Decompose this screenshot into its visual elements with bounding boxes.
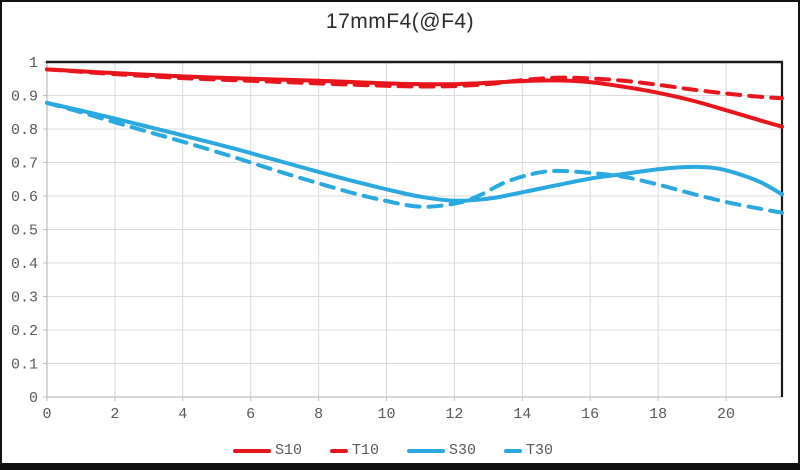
series-line-t30: [45, 100, 784, 215]
chart-legend: S10 T10 S30 T30: [2, 442, 798, 459]
y-tick-label: 0.9: [11, 89, 38, 106]
legend-item-t10: T10: [329, 442, 393, 459]
x-tick-label: 2: [110, 406, 119, 423]
x-tick-label: 10: [377, 406, 395, 423]
y-tick-label: 0.1: [11, 357, 38, 374]
x-tick-label: 14: [513, 406, 531, 423]
y-tick-label: 0.5: [11, 223, 38, 240]
s30-line-swatch: [407, 448, 445, 453]
legend-label-s30: S30: [449, 442, 477, 459]
y-tick-label: 0.2: [11, 323, 38, 340]
mtf-plot-area: 0 2 4 6 8 10 12 14 16 18 20 1 0.9 0.8 0.7 0.6 0.5 0.4 0.3 0…: [11, 55, 784, 423]
y-tick-label: 1: [29, 55, 38, 72]
y-tick-label: 0.4: [11, 256, 38, 273]
y-tick-label: 0.7: [11, 156, 38, 173]
series-line-t10: [45, 67, 784, 101]
x-tick-label: 16: [581, 406, 599, 423]
x-tick-label: 20: [717, 406, 735, 423]
y-tick-label: 0.8: [11, 122, 38, 139]
s10-line-swatch: [232, 448, 271, 453]
t10-line-swatch: [329, 448, 348, 453]
y-tick-label: 0.6: [11, 189, 38, 206]
x-tick-label: 0: [42, 406, 51, 423]
legend-label-s10: S10: [274, 442, 302, 459]
legend-item-s10: S10: [232, 442, 316, 459]
chart-title: 17mmF4(@F4): [325, 10, 475, 33]
legend-item-s30: S30: [407, 442, 490, 459]
x-tick-label: 18: [649, 406, 667, 423]
x-tick-label: 8: [314, 406, 323, 423]
t30-line-swatch: [504, 448, 523, 453]
y-tick-label: 0.3: [11, 290, 38, 307]
series-line-s30: [45, 100, 784, 203]
legend-item-t30: T30: [504, 442, 567, 459]
x-tick-label: 6: [246, 406, 255, 423]
y-tick-label: 0: [29, 390, 38, 407]
legend-label-t10: T10: [351, 442, 379, 459]
x-tick-label: 4: [178, 406, 187, 423]
legend-label-t30: T30: [526, 442, 554, 459]
x-tick-label: 12: [445, 406, 463, 423]
